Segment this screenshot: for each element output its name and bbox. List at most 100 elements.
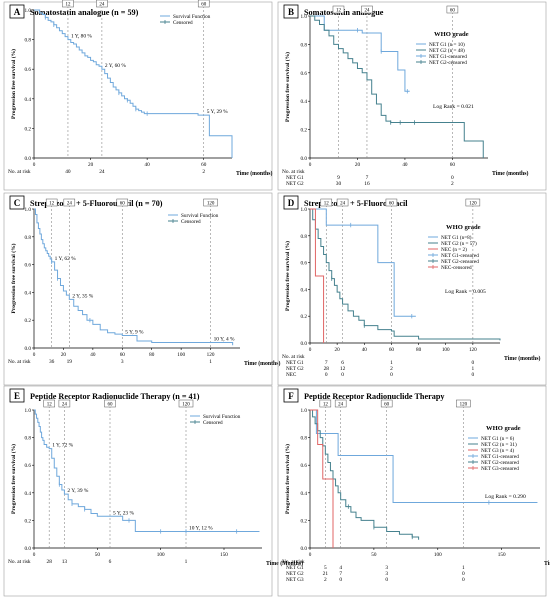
- survival-curve: [34, 9, 233, 158]
- y-tick-label: 0.4: [301, 287, 308, 293]
- legend-label: NET G1-censored: [429, 54, 467, 60]
- reference-label: 24: [67, 202, 73, 207]
- at-risk-value: 6: [109, 559, 112, 565]
- log-rank-stat: Log Rank = 0.005: [445, 289, 486, 295]
- at-risk-title: No. at risk: [282, 354, 305, 360]
- legend-title: WHO grade: [446, 224, 481, 231]
- at-risk-value: 2: [451, 181, 454, 187]
- legend-title: WHO grade: [434, 31, 469, 38]
- y-axis-label: Progression free survival (%): [284, 444, 291, 514]
- reference-label: 24: [99, 3, 105, 8]
- panel-badge-e: [9, 388, 25, 403]
- at-risk-value: 5: [324, 565, 327, 571]
- y-tick-label: 0.0: [25, 346, 32, 352]
- at-risk-row-label: NET G3: [286, 577, 304, 583]
- y-tick-label: 0.8: [301, 42, 308, 48]
- panel-badge-f: [283, 388, 299, 403]
- at-risk-row-label: NET G1: [286, 360, 304, 366]
- survival-annotation: 1 Y, 80 %: [71, 34, 92, 40]
- reference-label-box: [104, 399, 116, 408]
- at-risk-row-label: NET G2: [286, 181, 304, 187]
- legend-label: NET G1-censored: [441, 253, 479, 259]
- x-axis-label: Time (months): [492, 170, 529, 177]
- x-tick-label: 20: [88, 162, 94, 168]
- panel-letter-a: A: [14, 7, 21, 17]
- reference-label: 120: [207, 202, 215, 207]
- panel-badge-d: [283, 195, 299, 210]
- at-risk-value: 24: [99, 169, 105, 175]
- y-tick-label: 0.2: [25, 518, 32, 524]
- x-tick-label: 60: [450, 162, 456, 168]
- at-risk-value: 28: [47, 559, 53, 565]
- y-tick-label: 0.6: [25, 463, 32, 469]
- x-tick-label: 100: [177, 352, 185, 358]
- at-risk-value: 4: [339, 565, 342, 571]
- panel-letter-b: B: [288, 7, 294, 17]
- x-tick-label: 0: [309, 347, 312, 353]
- y-tick-label: 0.6: [25, 67, 32, 73]
- at-risk-row-label: NEC: [286, 372, 297, 378]
- at-risk-value: 7: [325, 360, 328, 366]
- y-tick-label: 0.0: [25, 156, 32, 162]
- legend-label: Survival Function: [173, 14, 211, 20]
- panel-badge-c: [9, 195, 25, 210]
- at-risk-value: 0: [385, 577, 388, 583]
- y-tick-label: 0.2: [25, 318, 32, 324]
- y-tick-label: 0.8: [25, 436, 32, 442]
- legend-label: NET G2-censored: [441, 259, 479, 265]
- reference-label: 12: [336, 9, 342, 14]
- legend-label: NET G2-censored: [481, 460, 519, 466]
- y-axis-label: Progression free survival (%): [10, 49, 17, 119]
- survival-curve: [310, 208, 416, 317]
- x-tick-label: 150: [498, 552, 506, 558]
- survival-annotation: 5 Y, 29 %: [207, 109, 228, 115]
- at-risk-value: 7: [366, 175, 369, 181]
- legend-label: NET G2 (n = 48): [429, 47, 465, 54]
- legend-label: NET G3-censored: [481, 466, 519, 472]
- reference-label-box: [178, 399, 194, 408]
- panel-badge-b: [283, 4, 299, 19]
- legend-label: NET G2 (n = 57): [441, 240, 477, 247]
- x-axis-label: Time (months): [244, 360, 281, 367]
- reference-label-box: [43, 399, 55, 408]
- survival-curve: [310, 208, 325, 343]
- at-risk-value: 13: [62, 559, 68, 565]
- at-risk-value: 28: [324, 366, 330, 372]
- at-risk-row-label: NET G1: [286, 565, 304, 571]
- reference-label: 12: [65, 3, 71, 8]
- at-risk-value: 0: [462, 571, 465, 577]
- at-risk-value: 2: [202, 169, 205, 175]
- reference-label: 60: [450, 9, 456, 14]
- at-risk-value: 12: [340, 366, 346, 372]
- reference-label-box: [116, 198, 129, 207]
- legend-label: Survival Function: [181, 213, 219, 219]
- reference-label-box: [96, 0, 108, 8]
- at-risk-value: 0: [451, 175, 454, 181]
- at-risk-value: 40: [65, 169, 71, 175]
- y-tick-label: 0.6: [301, 463, 308, 469]
- legend-label: NET G2-censored: [429, 60, 467, 66]
- log-rank-stat: Log Rank = 0.290: [485, 494, 526, 500]
- at-risk-value: 1: [209, 359, 212, 365]
- legend-label: NET G1 (n = 6): [481, 435, 514, 442]
- panel-letter-e: E: [14, 391, 20, 401]
- at-risk-value: 36: [49, 359, 55, 365]
- reference-label-box: [203, 198, 218, 207]
- y-tick-label: 1.0: [25, 408, 32, 414]
- y-tick-label: 0.0: [301, 341, 308, 347]
- reference-label: 12: [49, 202, 55, 207]
- survival-annotation: 1 Y, 62 %: [55, 256, 76, 262]
- y-tick-label: 0.4: [25, 97, 32, 103]
- y-tick-label: 0.6: [301, 71, 308, 77]
- at-risk-value: 0: [341, 372, 344, 378]
- reference-label-box: [336, 198, 349, 207]
- x-tick-label: 20: [335, 347, 341, 353]
- legend-label: Censored: [173, 20, 193, 26]
- x-tick-label: 150: [220, 552, 228, 558]
- at-risk-row-label: NET G2: [286, 571, 304, 577]
- panel-letter-f: F: [288, 391, 294, 401]
- panel-title-f: Peptide Receptor Radionuclide Therapy: [304, 392, 445, 401]
- y-tick-label: 0.8: [25, 38, 32, 44]
- at-risk-title: No. at risk: [8, 359, 31, 365]
